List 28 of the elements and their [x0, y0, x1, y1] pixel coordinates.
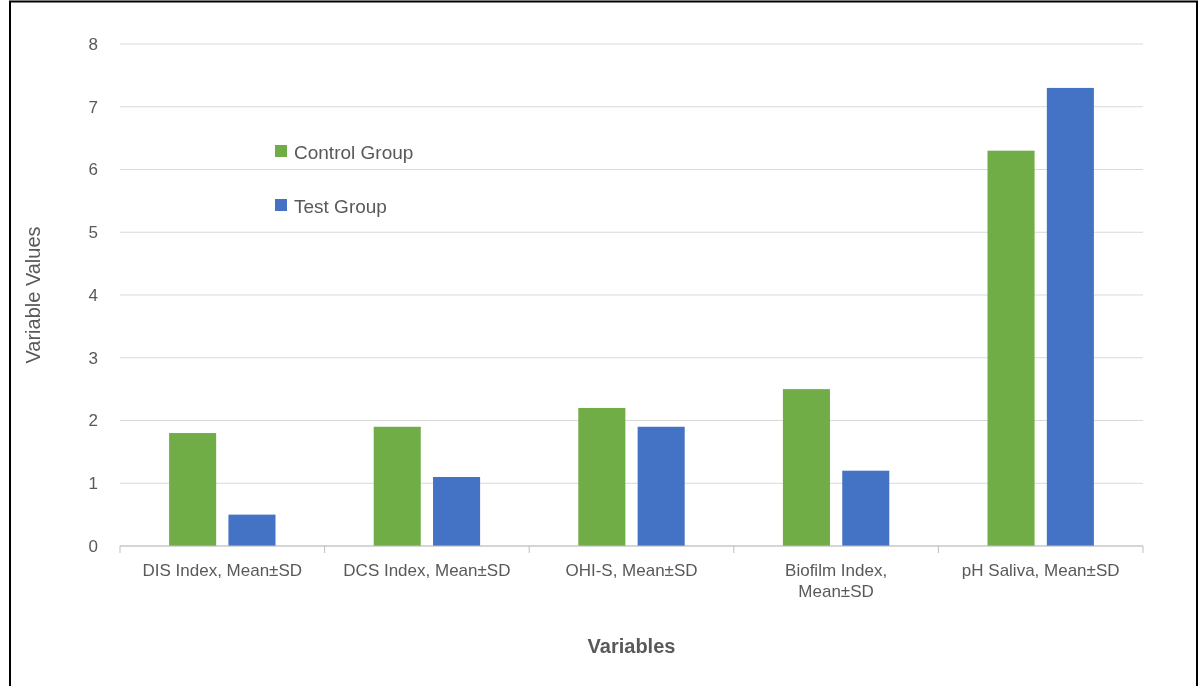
legend-label: Test Group	[294, 195, 387, 217]
y-tick-label: 3	[88, 348, 98, 368]
bar	[373, 426, 421, 546]
bar	[987, 150, 1035, 546]
x-tick-label: DIS Index, Mean±SD	[142, 561, 303, 580]
y-axis-title: Variable Values	[22, 226, 44, 364]
y-tick-label: 2	[88, 411, 98, 431]
legend-label: Control Group	[294, 141, 414, 163]
bar	[842, 470, 890, 546]
y-tick-label: 5	[88, 223, 98, 243]
bar	[433, 476, 481, 546]
x-tick-label: Biofilm Index, Mean±SD	[785, 561, 888, 601]
y-tick-label: 1	[88, 474, 98, 494]
y-tick-label: 8	[88, 34, 98, 54]
bar	[578, 407, 626, 546]
x-tick-label: DCS Index, Mean±SD	[343, 561, 511, 580]
bar	[637, 426, 685, 546]
bar	[1046, 87, 1094, 546]
bar	[169, 433, 217, 546]
x-tick-label: pH Saliva, Mean±SD	[961, 561, 1120, 580]
y-tick-label: 7	[88, 97, 98, 117]
y-tick-label: 0	[88, 536, 98, 556]
y-tick-label: 4	[88, 285, 98, 305]
bar	[782, 389, 830, 546]
x-tick-label: OHI-S, Mean±SD	[565, 561, 698, 580]
bar	[228, 514, 276, 546]
x-axis-title: Variables	[587, 635, 676, 657]
y-tick-label: 6	[88, 160, 98, 180]
